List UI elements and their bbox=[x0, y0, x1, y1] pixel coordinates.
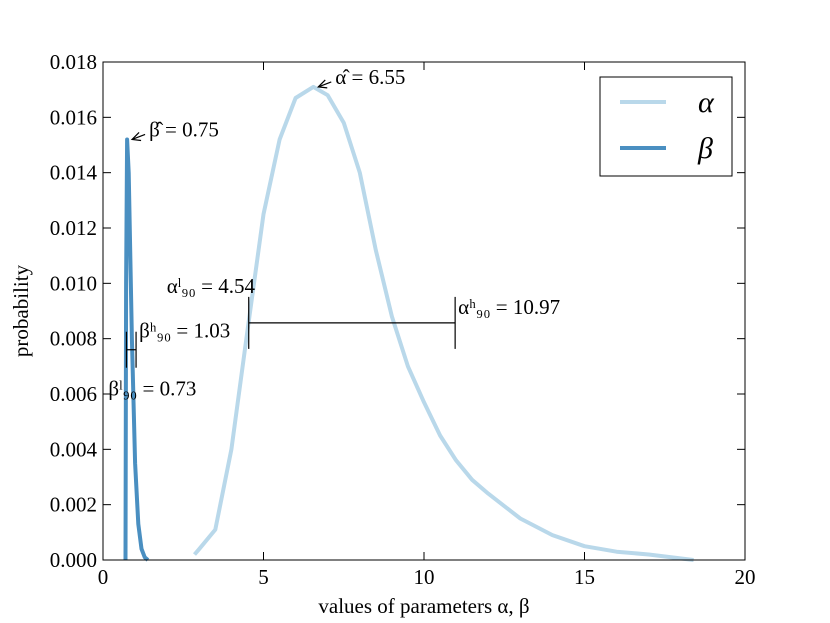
interval-low-label: βˡ₉₀ = 0.73 bbox=[108, 377, 196, 401]
y-tick-label: 0.014 bbox=[50, 161, 98, 185]
interval-high-label: αʰ₉₀ = 10.97 bbox=[458, 295, 560, 319]
legend-label: α bbox=[698, 86, 715, 119]
x-tick-label: 20 bbox=[735, 565, 756, 589]
x-tick-label: 15 bbox=[574, 565, 595, 589]
interval-high-label: βʰ₉₀ = 1.03 bbox=[139, 319, 230, 343]
y-tick-label: 0.016 bbox=[50, 105, 97, 129]
y-tick-label: 0.010 bbox=[50, 271, 97, 295]
arrow-head bbox=[316, 79, 328, 89]
interval-low-label: αˡ₉₀ = 4.54 bbox=[167, 274, 256, 298]
y-tick-label: 0.004 bbox=[50, 437, 98, 461]
x-axis-label: values of parameters α, β bbox=[318, 594, 529, 618]
annotation-arrow bbox=[131, 133, 146, 141]
y-tick-label: 0.018 bbox=[50, 50, 97, 74]
y-tick-label: 0.000 bbox=[50, 548, 97, 572]
annotation-text: α̂ = 6.55 bbox=[335, 65, 405, 89]
legend-box bbox=[599, 76, 733, 177]
x-tick-label: 5 bbox=[258, 565, 269, 589]
annotation-text: β̂ = 0.75 bbox=[149, 117, 219, 141]
y-tick-label: 0.006 bbox=[50, 382, 97, 406]
annotation-arrow bbox=[318, 81, 332, 88]
data-line bbox=[123, 137, 150, 562]
y-tick-label: 0.012 bbox=[50, 216, 97, 240]
data-line bbox=[192, 84, 694, 562]
y-tick-label: 0.008 bbox=[50, 327, 97, 351]
x-tick-label: 10 bbox=[414, 565, 435, 589]
y-axis-label: probability bbox=[9, 264, 33, 357]
arrow-head bbox=[130, 132, 142, 142]
legend-label: β bbox=[697, 132, 713, 165]
x-tick-label: 0 bbox=[98, 565, 109, 589]
y-tick-label: 0.002 bbox=[50, 493, 97, 517]
